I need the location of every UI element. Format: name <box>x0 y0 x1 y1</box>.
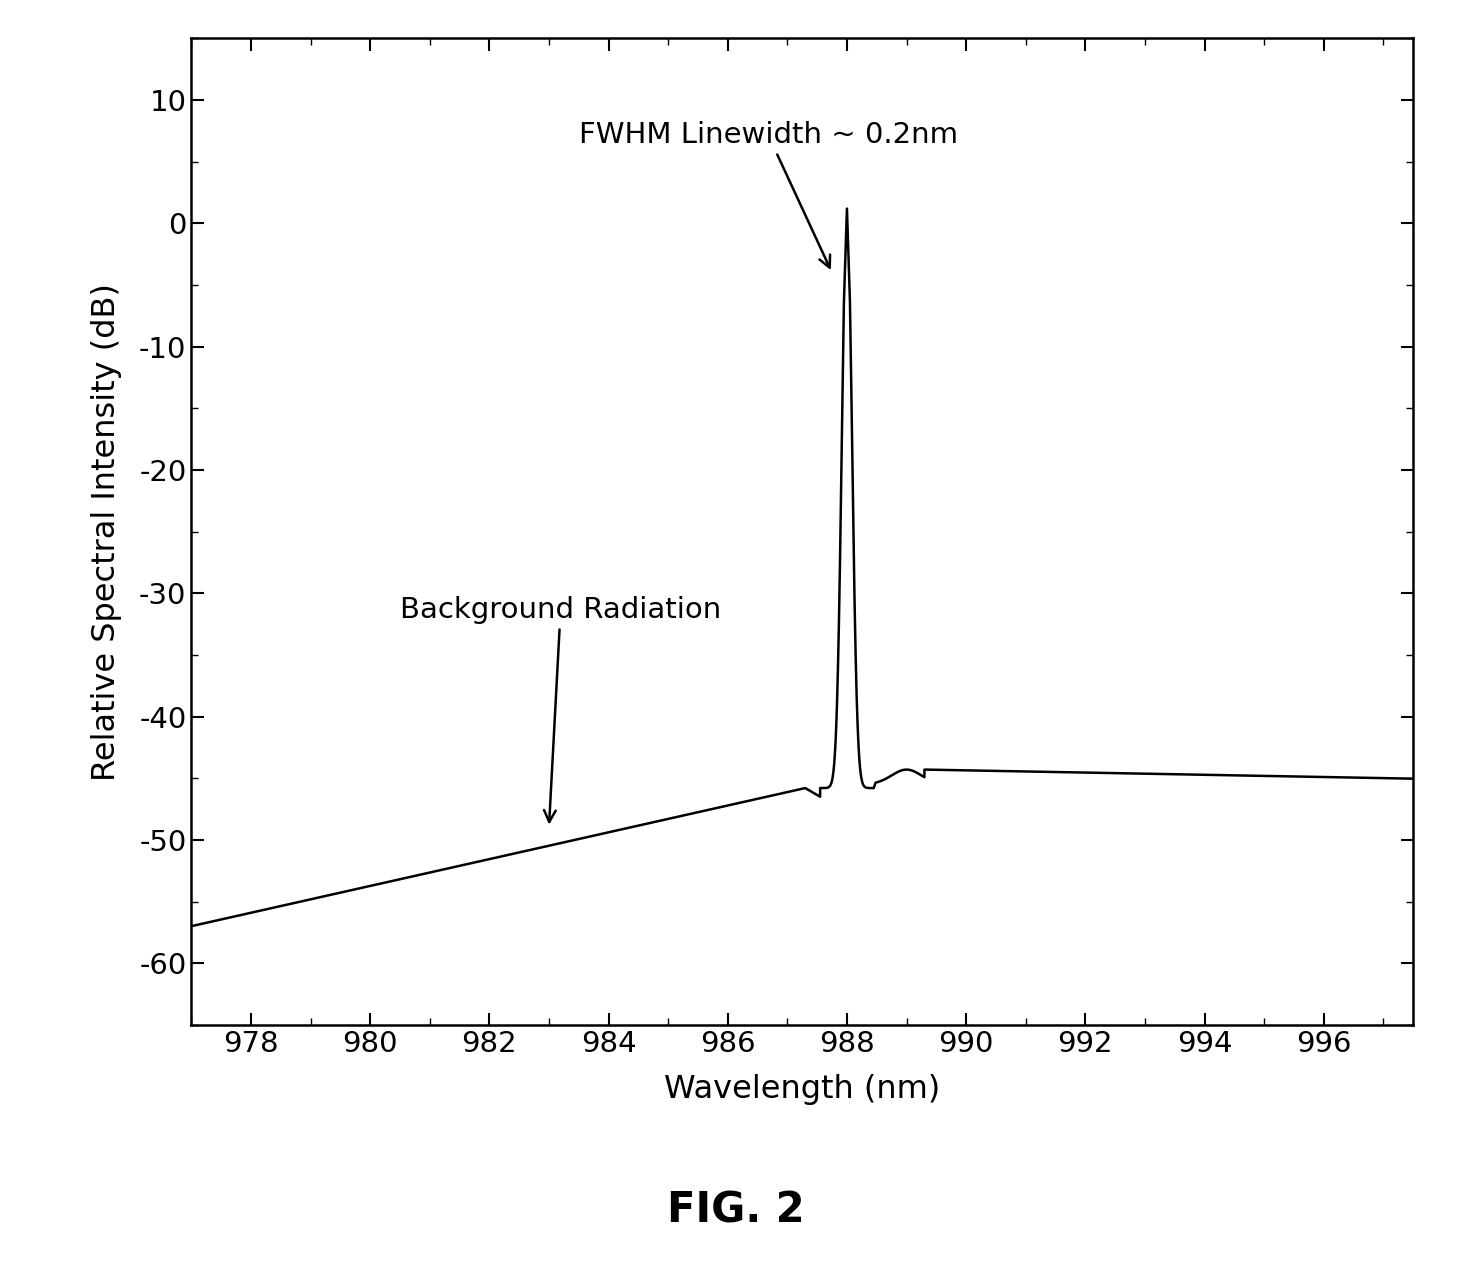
Y-axis label: Relative Spectral Intensity (dB): Relative Spectral Intensity (dB) <box>91 283 122 780</box>
Text: FIG. 2: FIG. 2 <box>667 1190 805 1231</box>
Text: FWHM Linewidth ~ 0.2nm: FWHM Linewidth ~ 0.2nm <box>578 122 958 268</box>
Text: Background Radiation: Background Radiation <box>400 596 721 822</box>
X-axis label: Wavelength (nm): Wavelength (nm) <box>664 1075 941 1106</box>
